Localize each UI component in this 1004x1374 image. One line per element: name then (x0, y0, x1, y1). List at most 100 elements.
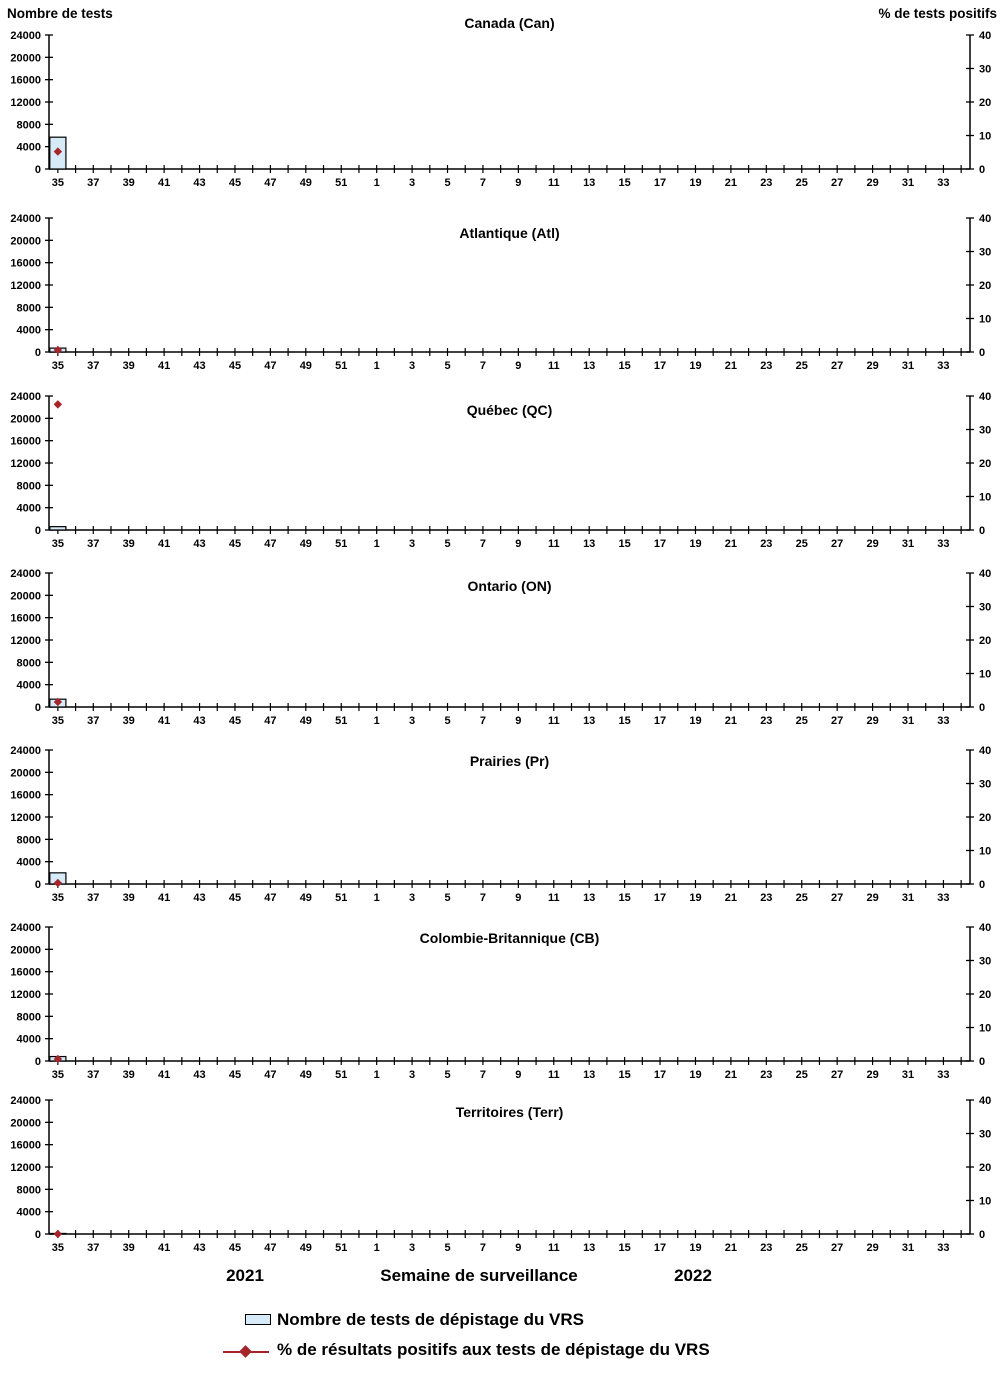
left-tick-label: 16000 (10, 790, 41, 802)
week-tick-label: 41 (158, 892, 170, 904)
week-tick-label: 29 (866, 177, 878, 189)
right-tick-label: 40 (979, 1095, 991, 1107)
week-tick-label: 29 (866, 1242, 878, 1254)
week-tick-label: 31 (902, 538, 914, 550)
right-tick-label: 0 (979, 879, 985, 891)
week-tick-label: 31 (902, 1069, 914, 1081)
left-tick-label: 24000 (10, 213, 41, 225)
left-tick-label: 20000 (10, 1117, 41, 1129)
left-tick-label: 12000 (10, 635, 41, 647)
right-tick-label: 30 (979, 779, 991, 791)
left-tick-label: 16000 (10, 1140, 41, 1152)
week-tick-label: 47 (264, 538, 276, 550)
pct-positive-marker (53, 1229, 63, 1239)
week-tick-label: 3 (409, 177, 415, 189)
pct-legend-diamond-icon (239, 1345, 252, 1358)
week-tick-label: 35 (52, 1242, 64, 1254)
week-tick-label: 41 (158, 1242, 170, 1254)
right-tick-label: 0 (979, 1229, 985, 1241)
week-tick-label: 23 (760, 177, 772, 189)
x-axis-title: Semaine de surveillance (380, 1266, 578, 1285)
week-tick-label: 11 (548, 177, 560, 189)
chart-panel-1: Canada (Can) 0 4000 8000 12000 16000 20000 2400… (10, 15, 991, 189)
week-tick-label: 13 (583, 715, 595, 727)
week-tick-label: 27 (831, 1069, 843, 1081)
week-tick-label: 41 (158, 538, 170, 550)
week-tick-label: 21 (725, 1242, 737, 1254)
week-tick-label: 47 (264, 1242, 276, 1254)
week-tick-label: 45 (229, 538, 241, 550)
week-tick-label: 33 (937, 538, 949, 550)
week-tick-label: 5 (444, 1242, 450, 1254)
left-tick-label: 16000 (10, 967, 41, 979)
week-tick-label: 9 (515, 1242, 521, 1254)
week-tick-label: 1 (374, 1069, 380, 1081)
week-tick-label: 33 (937, 177, 949, 189)
right-tick-label: 30 (979, 956, 991, 968)
tests-legend-swatch (245, 1314, 271, 1325)
week-tick-label: 47 (264, 1069, 276, 1081)
week-tick-label: 25 (796, 538, 808, 550)
week-tick-label: 35 (52, 360, 64, 372)
tests-bar (49, 526, 67, 531)
week-tick-label: 9 (515, 360, 521, 372)
week-tick-label: 3 (409, 892, 415, 904)
week-tick-label: 7 (480, 1069, 486, 1081)
week-tick-label: 49 (300, 360, 312, 372)
left-tick-label: 16000 (10, 436, 41, 448)
right-tick-label: 20 (979, 635, 991, 647)
left-tick-label: 0 (35, 525, 41, 537)
week-tick-label: 9 (515, 715, 521, 727)
left-tick-label: 4000 (17, 680, 41, 692)
week-tick-label: 41 (158, 177, 170, 189)
week-tick-label: 43 (193, 892, 205, 904)
week-tick-label: 39 (123, 1242, 135, 1254)
left-tick-label: 12000 (10, 1162, 41, 1174)
week-tick-label: 37 (87, 538, 99, 550)
week-tick-label: 37 (87, 715, 99, 727)
week-tick-label: 15 (619, 360, 631, 372)
week-tick-label: 7 (480, 360, 486, 372)
week-tick-label: 15 (619, 1242, 631, 1254)
left-tick-label: 8000 (17, 657, 41, 669)
week-tick-label: 27 (831, 1242, 843, 1254)
week-tick-label: 11 (548, 1242, 560, 1254)
week-tick-label: 21 (725, 1069, 737, 1081)
right-tick-label: 10 (979, 492, 991, 504)
left-tick-label: 8000 (17, 1184, 41, 1196)
week-tick-label: 43 (193, 177, 205, 189)
week-tick-label: 25 (796, 1242, 808, 1254)
week-tick-label: 27 (831, 360, 843, 372)
week-tick-label: 1 (374, 360, 380, 372)
panel-title: Ontario (ON) (468, 578, 552, 594)
panel-title: Prairies (Pr) (470, 753, 549, 769)
right-tick-label: 30 (979, 602, 991, 614)
week-tick-label: 11 (548, 715, 560, 727)
week-tick-label: 9 (515, 892, 521, 904)
week-tick-label: 5 (444, 892, 450, 904)
week-tick-label: 15 (619, 177, 631, 189)
week-tick-label: 33 (937, 360, 949, 372)
week-tick-label: 25 (796, 360, 808, 372)
panel-title: Territoires (Terr) (456, 1104, 564, 1120)
week-tick-label: 39 (123, 715, 135, 727)
week-tick-label: 23 (760, 1069, 772, 1081)
week-tick-label: 45 (229, 360, 241, 372)
week-tick-label: 3 (409, 1242, 415, 1254)
pct-positive-marker (53, 147, 63, 156)
week-tick-label: 11 (548, 892, 560, 904)
week-tick-label: 41 (158, 1069, 170, 1081)
week-tick-label: 3 (409, 360, 415, 372)
left-tick-label: 4000 (17, 142, 41, 154)
week-tick-label: 47 (264, 177, 276, 189)
week-tick-label: 33 (937, 892, 949, 904)
week-tick-label: 51 (335, 360, 347, 372)
week-tick-label: 37 (87, 360, 99, 372)
left-tick-label: 20000 (10, 944, 41, 956)
week-tick-label: 29 (866, 892, 878, 904)
left-tick-label: 24000 (10, 745, 41, 757)
right-tick-label: 20 (979, 280, 991, 292)
left-tick-label: 12000 (10, 458, 41, 470)
week-tick-label: 11 (548, 1069, 560, 1081)
week-tick-label: 7 (480, 892, 486, 904)
